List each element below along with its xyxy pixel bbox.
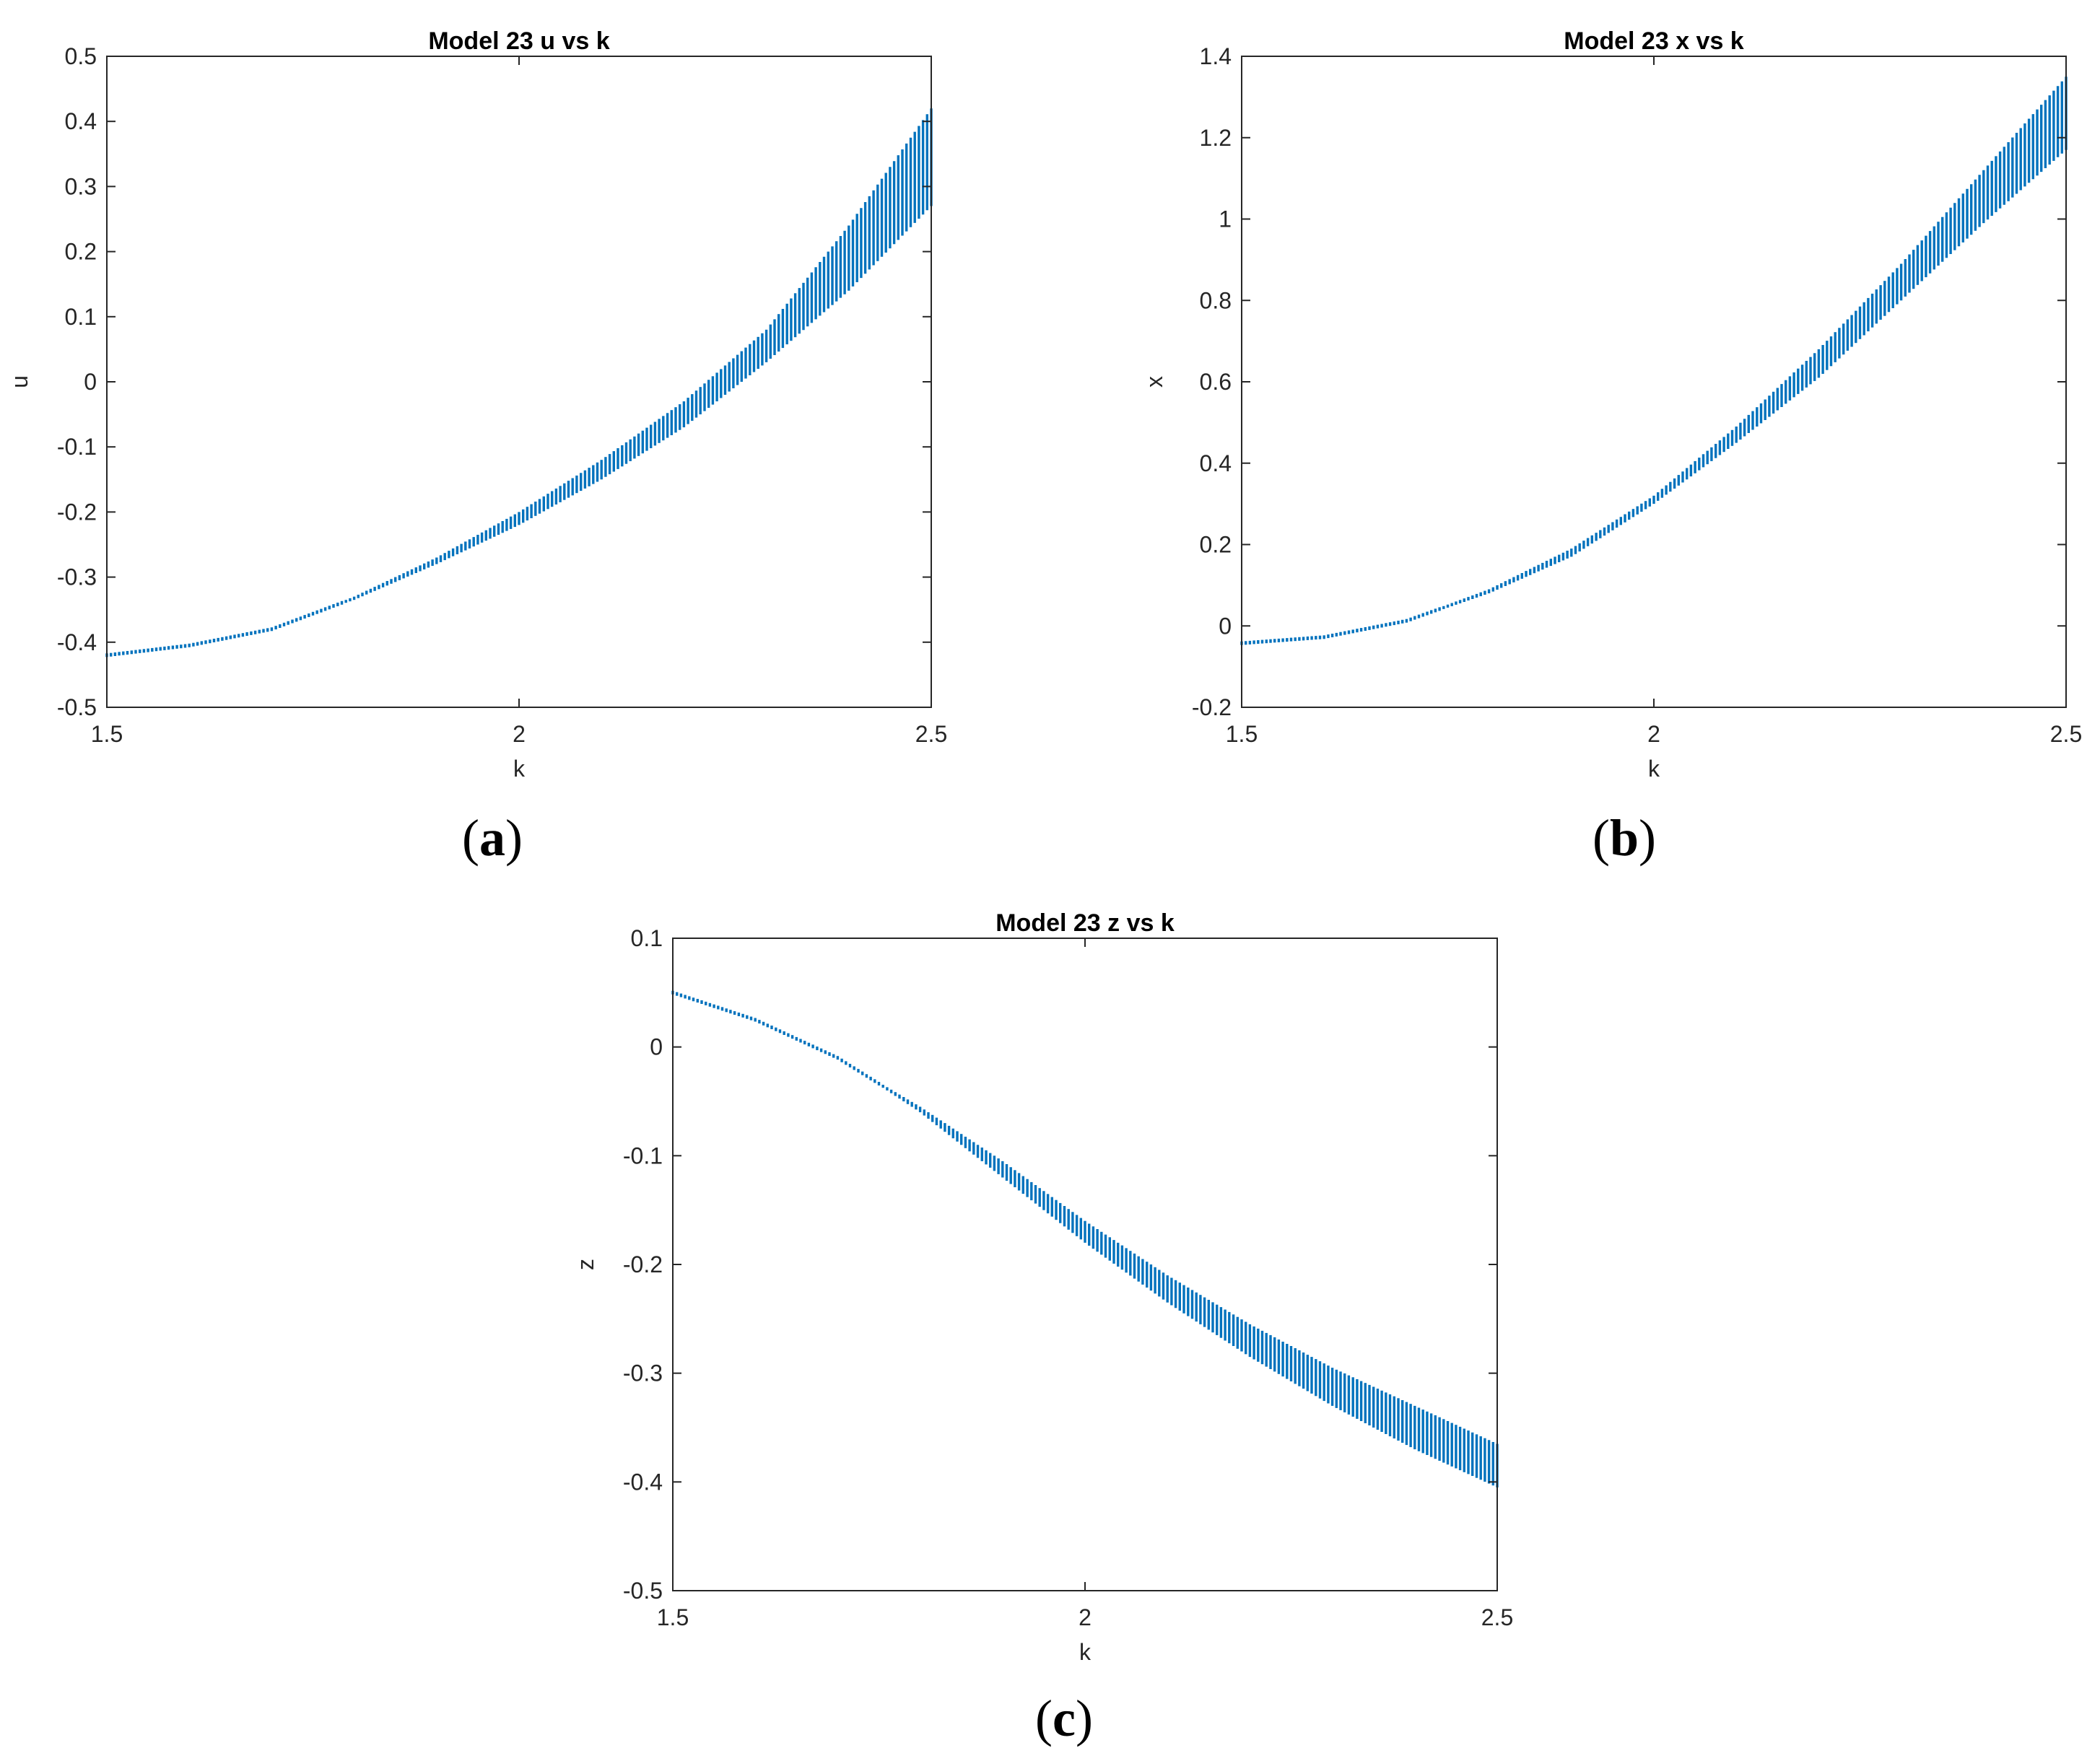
y-tick-label: 0.8: [1200, 287, 1232, 313]
axes-box-c: [672, 938, 1498, 1591]
y-tick-label: 0.2: [65, 239, 97, 265]
chart-title-c: Model 23 z vs k: [995, 909, 1175, 937]
y-tick-label: 0: [1219, 613, 1232, 639]
x-axis-label-b: k: [1648, 756, 1660, 782]
x-tick-label: 2.5: [1481, 1604, 1513, 1630]
y-tick-label: -0.1: [623, 1142, 663, 1168]
y-tick-label: 1: [1219, 206, 1232, 232]
y-tick-label: -0.4: [57, 629, 97, 655]
y-tick-label: 0.3: [65, 173, 97, 199]
y-tick-label: -0.3: [623, 1360, 663, 1386]
y-tick-label: 1.2: [1200, 125, 1232, 151]
x-tick-label: 1.5: [1226, 721, 1258, 747]
y-tick-label: 0.5: [65, 43, 97, 69]
y-tick-label: 0.1: [65, 304, 97, 330]
y-tick-label: 0.6: [1200, 369, 1232, 395]
x-tick-label: 1.5: [657, 1604, 689, 1630]
y-tick-label: 0: [84, 369, 97, 395]
y-tick-label: -0.5: [623, 1578, 663, 1604]
y-tick-label: 1.4: [1200, 43, 1232, 69]
y-tick-label: -0.2: [1192, 694, 1232, 720]
y-tick-label: 0.4: [65, 108, 97, 134]
data-band-c: [671, 990, 1499, 1487]
y-tick-label: -0.4: [623, 1469, 663, 1495]
x-axis-label-a: k: [513, 756, 526, 782]
chart-panel-a: 1.5 2 2.5 -0.5 -0.4 -0.3 -0.2 -0.1 0 0.1 0.2 0.3 0.4…: [6, 27, 947, 782]
chart-panel-c: 1.5 2 2.5 -0.5 -0.4 -0.3 -0.2 -0.1 0 0.1 Model 23 …: [572, 909, 1513, 1665]
chart-panel-b: 1.5 2 2.5 -0.2 0 0.2 0.4 0.6 0.8 1 1.2 1.4 Model 23 …: [1141, 27, 2082, 782]
chart-title-b: Model 23 x vs k: [1564, 27, 1744, 55]
y-tick-label: 0.1: [631, 925, 663, 951]
y-tick-label: -0.3: [57, 564, 97, 590]
chart-title-a: Model 23 u vs k: [428, 27, 609, 55]
y-tick-label: -0.1: [57, 434, 97, 460]
y-axis-label-c: z: [572, 1259, 598, 1270]
panel-caption-a: (a): [462, 809, 523, 867]
y-tick-label: -0.2: [623, 1251, 663, 1277]
y-tick-label: -0.2: [57, 499, 97, 525]
data-band-b: [1240, 77, 2068, 645]
x-axis-label-c: k: [1079, 1639, 1092, 1665]
y-axis-label-b: x: [1141, 376, 1167, 388]
axes-box-b: [1241, 56, 2067, 708]
y-tick-label: -0.5: [57, 694, 97, 720]
y-tick-label: 0.2: [1200, 532, 1232, 558]
y-tick-label: 0.4: [1200, 450, 1232, 476]
axes-box-a: [106, 56, 932, 708]
x-tick-label: 2: [1647, 721, 1660, 747]
y-tick-label: 0: [650, 1034, 663, 1060]
panel-caption-c: (c): [1035, 1690, 1093, 1747]
x-tick-label: 2: [1079, 1604, 1092, 1630]
y-axis-label-a: u: [6, 375, 32, 388]
x-tick-label: 1.5: [91, 721, 123, 747]
data-band-a: [105, 108, 933, 657]
x-tick-label: 2.5: [915, 721, 947, 747]
panel-caption-b: (b): [1593, 809, 1657, 867]
x-tick-label: 2.5: [2050, 721, 2082, 747]
x-tick-label: 2: [513, 721, 526, 747]
